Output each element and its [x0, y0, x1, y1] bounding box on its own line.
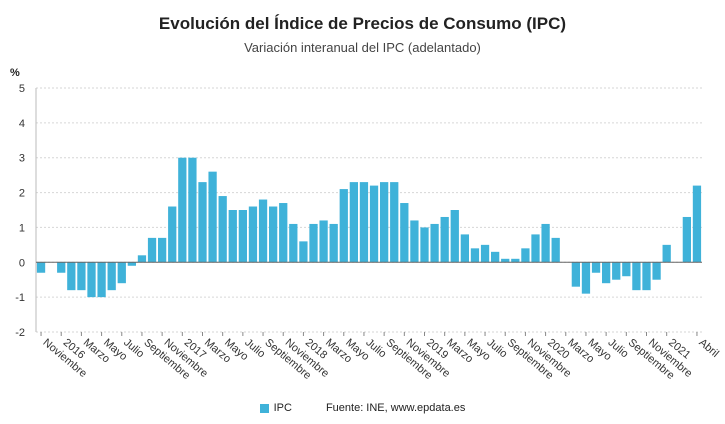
- bar: [319, 220, 328, 263]
- bar-chart: % 5 4 3 2 1 0 -1 -2 Noviembre2016MarzoMayoJulio…: [10, 67, 721, 382]
- legend-series-label: IPC: [273, 402, 292, 415]
- y-tick-label: 2: [19, 188, 25, 200]
- y-tick-label: 4: [19, 118, 25, 130]
- bar: [521, 248, 530, 263]
- bar: [208, 171, 217, 263]
- bar: [147, 237, 157, 263]
- bar: [168, 206, 177, 263]
- x-axis-ticks: Noviembre2016MarzoMayoJulioSeptiembreNov…: [40, 332, 721, 382]
- bar: [460, 234, 470, 263]
- bar: [289, 223, 298, 263]
- y-tick-label: -1: [15, 292, 25, 304]
- bar: [440, 216, 449, 263]
- bar: [612, 262, 621, 280]
- bar: [662, 244, 671, 263]
- bar: [682, 216, 692, 263]
- bar: [127, 262, 137, 266]
- bar: [87, 262, 96, 298]
- bar: [198, 182, 207, 263]
- bar: [470, 248, 480, 263]
- bar: [581, 262, 591, 294]
- gridlines: [35, 87, 702, 333]
- y-tick-label: 0: [19, 257, 25, 269]
- bar: [541, 223, 550, 263]
- bar: [178, 157, 187, 263]
- bar: [36, 262, 46, 273]
- bar: [339, 189, 348, 263]
- y-tick-label: 3: [19, 153, 25, 165]
- bar: [501, 258, 510, 263]
- bar: [571, 262, 581, 287]
- bar: [400, 203, 409, 263]
- y-axis-ticks: 5 4 3 2 1 0 -1 -2: [15, 83, 25, 339]
- x-tick-label: Abril: [696, 337, 721, 360]
- bar: [299, 241, 308, 263]
- bar: [632, 262, 641, 291]
- bar: [622, 262, 631, 277]
- bar: [601, 262, 611, 284]
- bar: [591, 262, 601, 273]
- y-tick-label: 1: [19, 222, 25, 234]
- y-axis-unit-label: %: [10, 67, 20, 79]
- y-tick-label: 5: [19, 83, 25, 95]
- bar: [450, 210, 459, 263]
- bar: [117, 262, 126, 284]
- bar: [228, 210, 237, 263]
- bar: [248, 206, 258, 263]
- bar: [390, 182, 399, 263]
- bar: [551, 237, 560, 263]
- bar: [359, 182, 369, 263]
- bar: [77, 262, 86, 291]
- bar: [410, 220, 419, 263]
- bar: [137, 255, 147, 263]
- bar: [692, 185, 702, 263]
- bar: [349, 182, 359, 263]
- bar: [511, 258, 520, 263]
- bar: [531, 234, 540, 263]
- bar: [379, 182, 389, 263]
- bar: [218, 196, 227, 263]
- legend: IPC Fuente: INE, www.epdata.es: [0, 402, 725, 414]
- bar: [188, 157, 197, 263]
- bar: [238, 210, 248, 263]
- bar: [279, 203, 288, 263]
- bar: [107, 262, 116, 291]
- bar: [420, 227, 429, 263]
- bar: [309, 223, 318, 263]
- bar: [268, 206, 278, 263]
- bar: [157, 237, 167, 263]
- bar: [329, 223, 338, 263]
- bar: [642, 262, 651, 291]
- bar: [430, 223, 439, 263]
- y-tick-label: -2: [15, 327, 25, 339]
- bar: [97, 262, 106, 298]
- legend-swatch: [259, 403, 269, 413]
- chart-subtitle: Variación interanual del IPC (adelantado…: [244, 40, 481, 55]
- source-text: Fuente: INE, www.epdata.es: [325, 402, 466, 415]
- chart-title: Evolución del Índice de Precios de Consu…: [158, 14, 567, 33]
- bar: [57, 262, 66, 273]
- bar: [67, 262, 76, 291]
- bar: [490, 251, 500, 263]
- bar: [258, 199, 268, 263]
- bar: [369, 185, 379, 263]
- bar: [480, 244, 490, 263]
- bars: [36, 157, 702, 298]
- bar: [652, 262, 661, 280]
